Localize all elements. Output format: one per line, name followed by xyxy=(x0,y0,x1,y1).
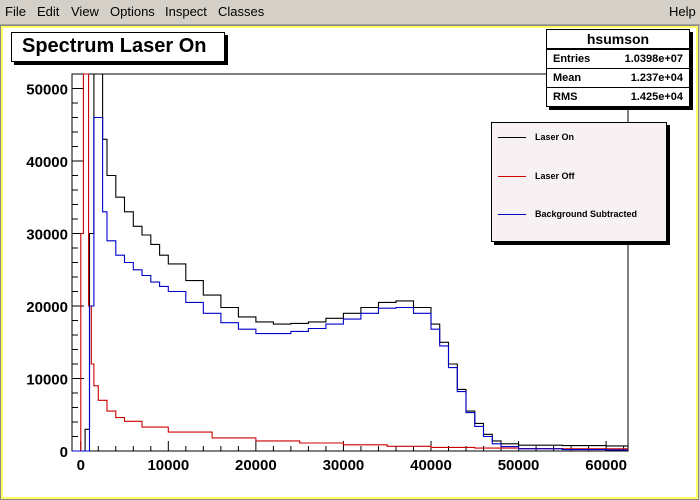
plot-canvas[interactable]: 0 10000 20000 30000 40000 50000 60000 0 10000 200… xyxy=(3,28,696,497)
menu-help[interactable]: Help xyxy=(669,4,696,19)
y-tick-label: 50000 xyxy=(26,82,68,99)
y-tick-label: 30000 xyxy=(26,227,68,244)
menu-file[interactable]: File xyxy=(5,4,26,19)
stats-value: 1.425e+04 xyxy=(630,91,683,103)
plot-title-box[interactable]: Spectrum Laser On xyxy=(11,32,225,62)
menu-bar: File Edit View Options Inspect Classes H… xyxy=(0,0,700,25)
canvas-frame: 0 10000 20000 30000 40000 50000 60000 0 10000 200… xyxy=(0,25,699,500)
stats-value: 1.0398e+07 xyxy=(624,53,683,65)
legend-label: Laser Off xyxy=(535,171,575,181)
menu-classes[interactable]: Classes xyxy=(218,4,265,19)
y-tick-label: 20000 xyxy=(26,299,68,316)
stats-row-rms: RMS 1.425e+04 xyxy=(547,87,689,107)
legend[interactable]: Laser On Laser Off Background Subtracted xyxy=(491,122,667,242)
menu-edit[interactable]: Edit xyxy=(37,4,60,19)
legend-swatch xyxy=(498,137,526,138)
stats-row-entries: Entries 1.0398e+07 xyxy=(547,49,689,69)
stats-name: hsumson xyxy=(547,30,689,49)
y-tick-label: 0 xyxy=(60,444,68,461)
x-tick-label: 20000 xyxy=(235,457,277,474)
series-background-subtracted xyxy=(72,116,628,452)
stats-key: Mean xyxy=(553,72,582,84)
stats-value: 1.237e+04 xyxy=(630,72,683,84)
stats-key: RMS xyxy=(553,91,578,103)
legend-swatch xyxy=(498,214,526,215)
legend-label: Laser On xyxy=(535,132,575,142)
x-tick-label: 50000 xyxy=(498,457,540,474)
x-tick-label: 40000 xyxy=(410,457,452,474)
x-tick-label: 30000 xyxy=(323,457,365,474)
plot-title: Spectrum Laser On xyxy=(22,35,207,57)
y-tick-label: 10000 xyxy=(26,372,68,389)
legend-label: Background Subtracted xyxy=(535,209,638,219)
menu-inspect[interactable]: Inspect xyxy=(165,4,207,19)
x-tick-label: 10000 xyxy=(147,457,189,474)
y-tick-label: 40000 xyxy=(26,154,68,171)
stats-row-mean: Mean 1.237e+04 xyxy=(547,68,689,88)
menu-view[interactable]: View xyxy=(71,4,99,19)
legend-swatch xyxy=(498,176,526,177)
stats-key: Entries xyxy=(553,53,591,65)
series-laser-off xyxy=(72,73,628,452)
x-tick-label: 60000 xyxy=(585,457,627,474)
x-tick-label: 0 xyxy=(77,457,85,474)
stats-box[interactable]: hsumson Entries 1.0398e+07 Mean 1.237e+0… xyxy=(546,29,690,107)
menu-options[interactable]: Options xyxy=(110,4,155,19)
